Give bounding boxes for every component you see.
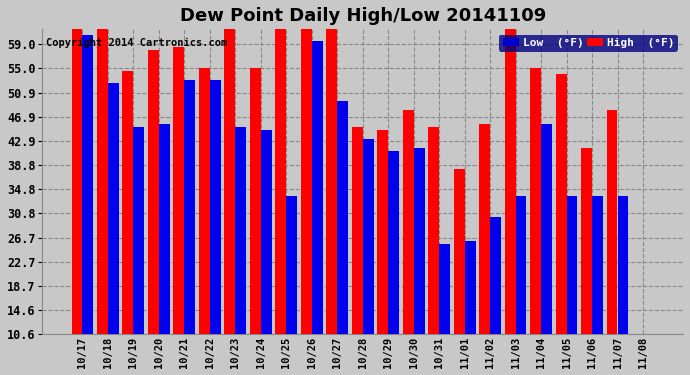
Bar [108,82,119,334]
Bar [377,130,388,334]
Text: Copyright 2014 Cartronics.com: Copyright 2014 Cartronics.com [46,38,227,48]
Bar [326,0,337,334]
Bar [556,74,566,334]
Bar [454,170,464,334]
Bar [414,148,424,334]
Bar [261,130,272,334]
Bar [133,128,144,334]
Bar [83,34,93,334]
Bar [250,68,261,334]
Bar [72,11,82,334]
Bar [123,70,133,334]
Bar [210,80,221,334]
Bar [199,68,210,334]
Legend: Low  (°F), High  (°F): Low (°F), High (°F) [500,35,678,51]
Bar [480,124,490,334]
Bar [428,128,439,334]
Bar [505,0,515,334]
Bar [566,196,578,334]
Bar [173,46,184,334]
Bar [440,244,450,334]
Bar [388,152,399,334]
Bar [363,140,373,334]
Bar [581,148,592,334]
Bar [97,26,108,334]
Bar [465,241,475,334]
Bar [592,196,603,334]
Bar [159,124,170,334]
Bar [541,124,552,334]
Bar [275,20,286,334]
Title: Dew Point Daily High/Low 20141109: Dew Point Daily High/Low 20141109 [179,7,546,25]
Bar [352,128,362,334]
Bar [286,196,297,334]
Bar [531,68,541,334]
Bar [148,50,159,334]
Bar [403,110,413,334]
Bar [516,196,526,334]
Bar [301,0,312,334]
Bar [184,80,195,334]
Bar [224,2,235,334]
Bar [337,100,348,334]
Bar [491,217,501,334]
Bar [607,110,618,334]
Bar [618,196,629,334]
Bar [235,128,246,334]
Bar [312,40,323,334]
